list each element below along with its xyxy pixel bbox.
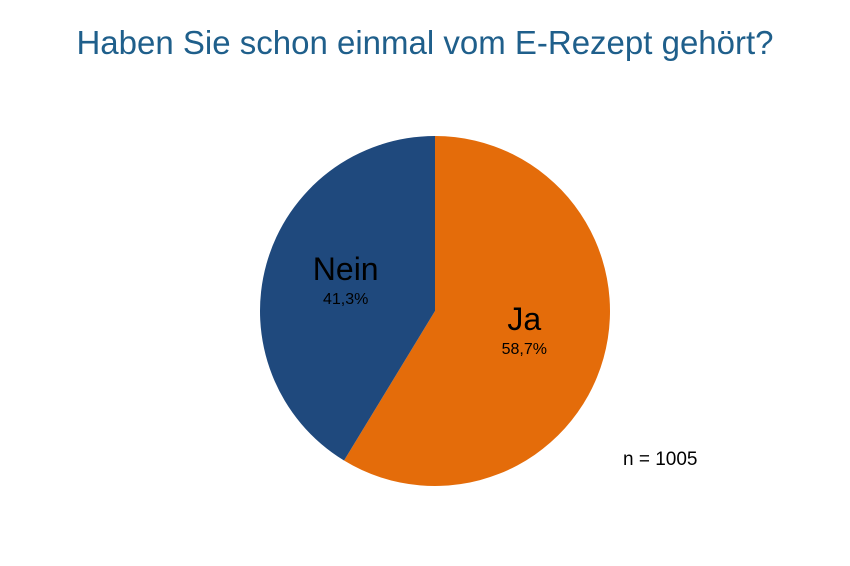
slice-value-ja: 58,7% bbox=[502, 341, 547, 358]
pie-slice-nein bbox=[259, 135, 435, 461]
pie-slices bbox=[259, 135, 610, 486]
pie-slice-ja bbox=[344, 136, 610, 486]
chart-title: Haben Sie schon einmal vom E-Rezept gehö… bbox=[76, 24, 774, 61]
sample-size-note: n = 1005 bbox=[623, 449, 698, 470]
slice-label-ja: Ja bbox=[507, 301, 541, 337]
pie-labels: Ja 58,7% Nein 41,3% bbox=[313, 251, 547, 358]
slice-label-nein: Nein bbox=[313, 251, 379, 287]
slice-value-nein: 41,3% bbox=[323, 291, 368, 308]
